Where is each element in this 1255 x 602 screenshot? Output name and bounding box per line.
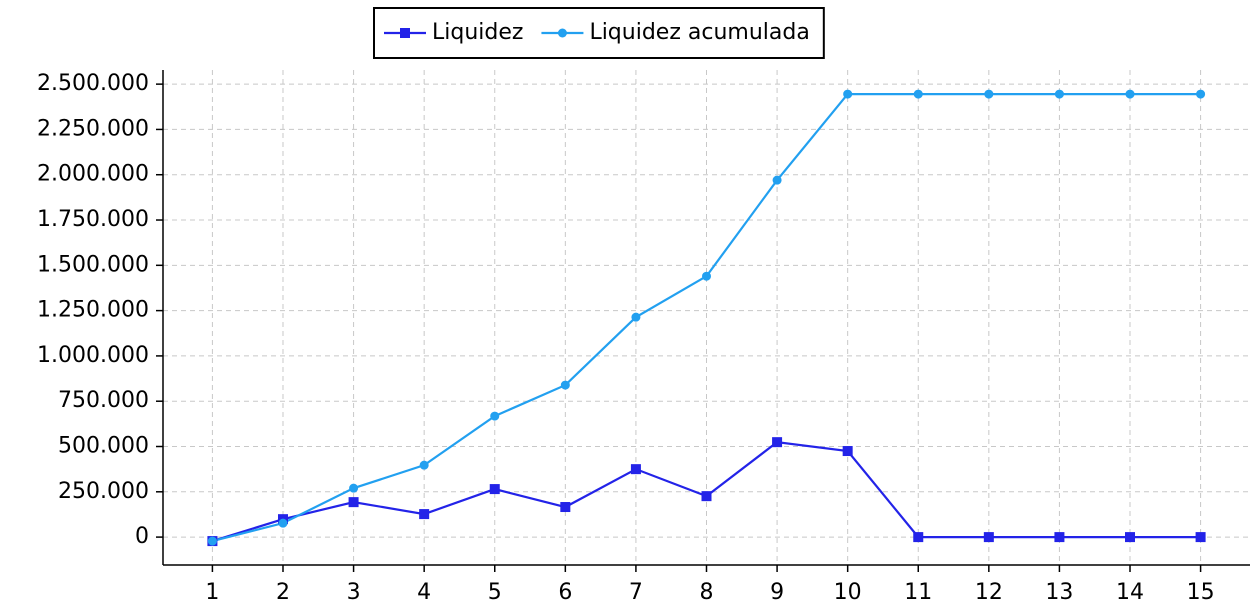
- y-tick-label: 1.750.000: [37, 207, 149, 232]
- data-point: [207, 536, 217, 546]
- data-point: [631, 312, 641, 322]
- data-point: [913, 532, 924, 543]
- data-point: [1195, 532, 1206, 543]
- x-tick-label: 12: [975, 580, 1003, 602]
- legend-marker: [400, 28, 410, 38]
- x-tick-label: 3: [347, 580, 361, 602]
- data-point: [419, 509, 430, 520]
- data-point: [702, 271, 711, 281]
- x-tick-label: 4: [417, 580, 431, 602]
- x-tick-label: 7: [629, 580, 643, 602]
- data-point: [843, 89, 853, 99]
- data-point: [772, 437, 783, 448]
- x-tick-label: 8: [700, 580, 714, 602]
- data-point: [560, 502, 571, 513]
- data-point: [560, 380, 570, 390]
- data-point: [630, 464, 641, 475]
- x-tick-label: 14: [1116, 580, 1144, 602]
- legend-marker: [557, 28, 567, 38]
- data-point: [984, 89, 994, 99]
- data-point: [1054, 89, 1064, 99]
- x-tick-label: 5: [488, 580, 502, 602]
- data-point: [419, 460, 429, 470]
- y-tick-label: 250.000: [58, 479, 149, 504]
- data-point: [983, 532, 994, 543]
- x-tick-label: 15: [1187, 580, 1215, 602]
- data-point: [1196, 89, 1206, 99]
- y-tick-label: 750.000: [58, 388, 149, 413]
- x-tick-label: 9: [770, 580, 784, 602]
- data-point: [1054, 532, 1065, 543]
- y-tick-label: 2.500.000: [37, 71, 149, 96]
- y-tick-label: 1.250.000: [37, 298, 149, 323]
- x-tick-label: 10: [834, 580, 862, 602]
- data-point: [490, 411, 500, 421]
- legend-label: Liquidez acumulada: [589, 20, 809, 45]
- data-point: [489, 484, 500, 495]
- x-tick-label: 2: [276, 580, 290, 602]
- y-tick-label: 0: [135, 524, 149, 549]
- data-point: [1125, 532, 1136, 543]
- data-point: [349, 483, 359, 493]
- x-tick-label: 13: [1045, 580, 1073, 602]
- y-tick-label: 2.000.000: [37, 162, 149, 187]
- data-point: [842, 446, 853, 457]
- x-tick-label: 1: [205, 580, 219, 602]
- y-tick-label: 1.500.000: [37, 252, 149, 277]
- data-point: [913, 89, 923, 99]
- data-point: [772, 175, 782, 185]
- y-tick-label: 1.000.000: [37, 343, 149, 368]
- x-tick-label: 6: [558, 580, 572, 602]
- legend: [373, 7, 825, 59]
- data-point: [278, 518, 288, 528]
- data-point: [701, 491, 712, 502]
- data-point: [1125, 89, 1135, 99]
- x-tick-label: 11: [904, 580, 932, 602]
- data-point: [348, 497, 359, 508]
- y-tick-label: 500.000: [58, 434, 149, 459]
- legend-label: Liquidez: [432, 20, 523, 45]
- y-tick-label: 2.250.000: [37, 116, 149, 141]
